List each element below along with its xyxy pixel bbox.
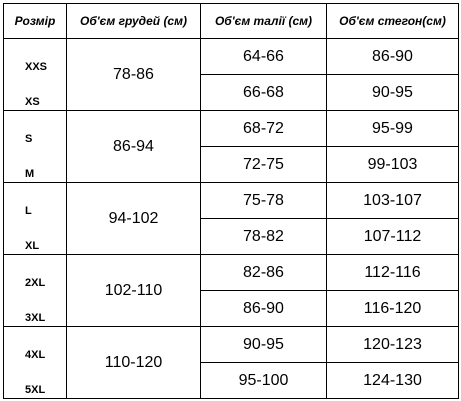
chest-value: 102-110 xyxy=(66,254,201,327)
hips-value: 99-103 xyxy=(326,146,459,183)
hips-value: 86-90 xyxy=(326,38,459,75)
header-hips: Об'єм стегон(см) xyxy=(326,3,459,39)
size-label: M xyxy=(3,146,67,183)
hips-value: 103-107 xyxy=(326,182,459,219)
chest-value: 94-102 xyxy=(66,182,201,255)
waist-value: 72-75 xyxy=(200,146,327,183)
header-waist: Об'єм талії (см) xyxy=(200,3,327,39)
waist-value: 64-66 xyxy=(200,38,327,75)
table-row: L 94-102 75-78 103-107 xyxy=(3,182,459,255)
waist-value: 95-100 xyxy=(200,362,327,399)
size-label: 4XL xyxy=(3,326,67,363)
hips-value: 90-95 xyxy=(326,74,459,111)
hips-value: 120-123 xyxy=(326,326,459,363)
waist-value: 78-82 xyxy=(200,218,327,255)
size-table-body: XXS 78-86 64-66 86-90 XS 66-68 90-95 S 8… xyxy=(3,38,459,399)
size-label: 5XL xyxy=(3,362,67,399)
size-label: 3XL xyxy=(3,290,67,327)
size-label: XS xyxy=(3,74,67,111)
header-size: Розмір xyxy=(3,3,67,39)
chest-value: 110-120 xyxy=(66,326,201,399)
table-row: XXS 78-86 64-66 86-90 xyxy=(3,38,459,111)
size-label: 2XL xyxy=(3,254,67,291)
waist-value: 66-68 xyxy=(200,74,327,111)
table-row: 3XL 86-90 116-120 xyxy=(3,290,459,327)
hips-value: 107-112 xyxy=(326,218,459,255)
table-row: XL 78-82 107-112 xyxy=(3,218,459,255)
size-label: XL xyxy=(3,218,67,255)
chest-value: 78-86 xyxy=(66,38,201,111)
waist-value: 86-90 xyxy=(200,290,327,327)
size-label: XXS xyxy=(3,38,67,75)
chest-value: 86-94 xyxy=(66,110,201,183)
size-label: S xyxy=(3,110,67,147)
waist-value: 75-78 xyxy=(200,182,327,219)
table-row: 5XL 95-100 124-130 xyxy=(3,362,459,399)
size-label: L xyxy=(3,182,67,219)
hips-value: 124-130 xyxy=(326,362,459,399)
waist-value: 90-95 xyxy=(200,326,327,363)
table-row: S 86-94 68-72 95-99 xyxy=(3,110,459,183)
table-row: 2XL 102-110 82-86 112-116 xyxy=(3,254,459,327)
size-chart-table: Розмір Об'єм грудей (см) Об'єм талії (см… xyxy=(3,3,459,399)
waist-value: 82-86 xyxy=(200,254,327,291)
table-row: 4XL 110-120 90-95 120-123 xyxy=(3,326,459,399)
header-row: Розмір Об'єм грудей (см) Об'єм талії (см… xyxy=(3,3,459,39)
hips-value: 95-99 xyxy=(326,110,459,147)
hips-value: 116-120 xyxy=(326,290,459,327)
waist-value: 68-72 xyxy=(200,110,327,147)
header-chest: Об'єм грудей (см) xyxy=(66,3,201,39)
hips-value: 112-116 xyxy=(326,254,459,291)
